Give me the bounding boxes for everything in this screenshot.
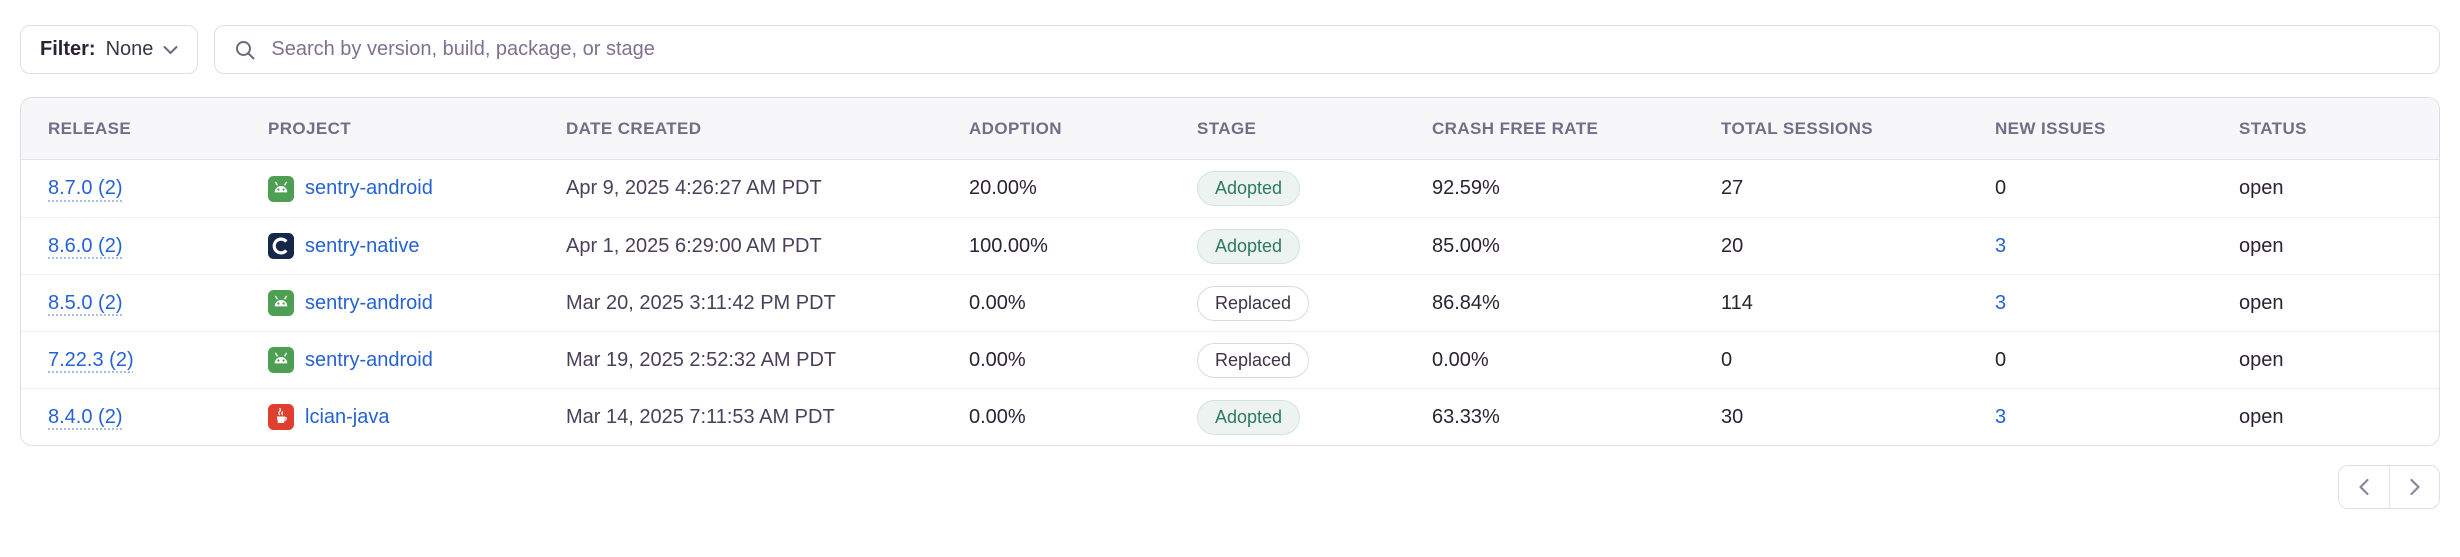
total-sessions-cell: 20 — [1721, 234, 1744, 257]
filter-button[interactable]: Filter: None — [20, 25, 199, 74]
new-issues-cell: 3 — [1968, 235, 2212, 258]
column-header-total_sessions: Total Sessions — [1721, 118, 1874, 138]
project-cell: sentry-android — [241, 290, 539, 316]
table-row: 8.6.0 (2) sentry-native Apr 1, 2025 6:29:0… — [21, 217, 2439, 274]
releases-table: Release Project Date Created Adoption Stage C… — [20, 97, 2440, 446]
stage-badge: Adopted — [1197, 399, 1301, 435]
column-header-new_issues: New Issues — [1995, 118, 2106, 138]
project-link[interactable]: lcian-java — [305, 405, 390, 428]
filter-value: None — [105, 38, 154, 60]
project-cell: sentry-android — [241, 175, 539, 202]
column-header-status: Status — [2239, 118, 2307, 138]
stage-badge: Replaced — [1197, 342, 1310, 378]
status-cell: open — [2239, 405, 2284, 428]
c-language-icon — [268, 233, 294, 259]
stage-cell: Adopted — [1170, 399, 1405, 435]
column-header-stage: Stage — [1197, 118, 1257, 138]
release-link[interactable]: 8.6.0 (2) — [48, 234, 123, 257]
column-header-date_created: Date Created — [566, 118, 702, 138]
table-row: 7.22.3 (2) sentry-android Mar 19, 2025 2:5… — [21, 331, 2439, 388]
crash-free-rate-cell: 0.00% — [1432, 348, 1489, 371]
android-icon — [268, 290, 294, 316]
project-cell: sentry-android — [241, 347, 539, 373]
total-sessions-cell: 114 — [1721, 291, 1753, 314]
new-issues-cell: 0 — [1995, 177, 2007, 199]
release-link[interactable]: 8.4.0 (2) — [48, 405, 123, 428]
previous-page-button[interactable] — [2339, 466, 2389, 508]
android-icon — [268, 347, 294, 373]
stage-cell: Adopted — [1170, 228, 1405, 264]
chevron-down-icon — [163, 45, 178, 54]
table-body: 8.7.0 (2) sentry-android Apr 9, 2025 4:26:… — [21, 160, 2439, 445]
adoption-cell: 0.00% — [969, 348, 1026, 371]
adoption-cell: 20.00% — [969, 177, 1037, 199]
date-created-cell: Apr 9, 2025 4:26:27 AM PDT — [566, 177, 822, 199]
column-header-adoption: Adoption — [969, 118, 1062, 138]
search-box[interactable] — [214, 25, 2440, 74]
chevron-left-icon — [2359, 478, 2369, 496]
total-sessions-cell: 30 — [1721, 405, 1744, 428]
stage-cell: Replaced — [1170, 285, 1405, 321]
search-icon — [236, 40, 255, 59]
column-header-project: Project — [268, 118, 352, 138]
release-cell: 8.6.0 (2) — [21, 235, 241, 258]
status-cell: open — [2239, 177, 2284, 199]
new-issues-link[interactable]: 3 — [1995, 234, 2007, 257]
stage-badge: Adopted — [1197, 171, 1301, 206]
adoption-cell: 0.00% — [969, 291, 1026, 314]
date-created-cell: Apr 1, 2025 6:29:00 AM PDT — [566, 234, 822, 257]
project-link[interactable]: sentry-android — [305, 291, 433, 314]
project-link[interactable]: sentry-native — [305, 234, 420, 257]
project-cell: lcian-java — [241, 404, 539, 430]
pagination — [20, 465, 2440, 509]
toolbar: Filter: None — [20, 25, 2440, 74]
stage-badge: Adopted — [1197, 228, 1301, 264]
java-icon — [268, 404, 294, 430]
project-cell: sentry-native — [241, 233, 539, 259]
release-link[interactable]: 7.22.3 (2) — [48, 348, 134, 371]
status-cell: open — [2239, 348, 2284, 371]
release-cell: 7.22.3 (2) — [21, 349, 241, 372]
date-created-cell: Mar 20, 2025 3:11:42 PM PDT — [566, 291, 836, 314]
new-issues-link[interactable]: 3 — [1995, 291, 2007, 314]
stage-cell: Adopted — [1170, 171, 1405, 206]
total-sessions-cell: 0 — [1721, 348, 1733, 371]
column-header-crash_free_rate: Crash Free Rate — [1432, 118, 1599, 138]
column-header-release: Release — [48, 118, 132, 138]
new-issues-link[interactable]: 3 — [1995, 405, 2007, 428]
crash-free-rate-cell: 85.00% — [1432, 234, 1500, 257]
adoption-cell: 0.00% — [969, 405, 1026, 428]
stage-cell: Replaced — [1170, 342, 1405, 378]
release-cell: 8.5.0 (2) — [21, 292, 241, 315]
filter-label: Filter: — [40, 38, 96, 60]
search-input[interactable] — [269, 37, 2420, 62]
pagination-button-group — [2338, 465, 2440, 509]
release-link[interactable]: 8.7.0 (2) — [48, 177, 123, 199]
project-link[interactable]: sentry-android — [305, 348, 433, 371]
date-created-cell: Mar 19, 2025 2:52:32 AM PDT — [566, 348, 837, 371]
status-cell: open — [2239, 234, 2284, 257]
crash-free-rate-cell: 63.33% — [1432, 405, 1500, 428]
table-row: 8.7.0 (2) sentry-android Apr 9, 2025 4:26:… — [21, 160, 2439, 217]
next-page-button[interactable] — [2389, 466, 2439, 508]
release-cell: 8.7.0 (2) — [21, 177, 241, 200]
crash-free-rate-cell: 86.84% — [1432, 291, 1500, 314]
new-issues-cell: 0 — [1995, 348, 2007, 371]
android-icon — [268, 175, 294, 202]
new-issues-cell: 3 — [1968, 406, 2212, 429]
crash-free-rate-cell: 92.59% — [1432, 177, 1500, 199]
table-row: 8.4.0 (2) lcian-java Mar 14, 2025 7:11:53 … — [21, 388, 2439, 445]
release-cell: 8.4.0 (2) — [21, 406, 241, 429]
release-link[interactable]: 8.5.0 (2) — [48, 291, 123, 314]
status-cell: open — [2239, 291, 2284, 314]
chevron-right-icon — [2409, 478, 2420, 496]
table-header-row: Release Project Date Created Adoption Stage C… — [21, 98, 2439, 160]
adoption-cell: 100.00% — [969, 234, 1048, 257]
project-link[interactable]: sentry-android — [305, 177, 433, 199]
stage-badge: Replaced — [1197, 285, 1310, 321]
date-created-cell: Mar 14, 2025 7:11:53 AM PDT — [566, 405, 835, 428]
table-row: 8.5.0 (2) sentry-android Mar 20, 2025 3:11… — [21, 274, 2439, 331]
total-sessions-cell: 27 — [1721, 177, 1744, 199]
new-issues-cell: 3 — [1968, 292, 2212, 315]
